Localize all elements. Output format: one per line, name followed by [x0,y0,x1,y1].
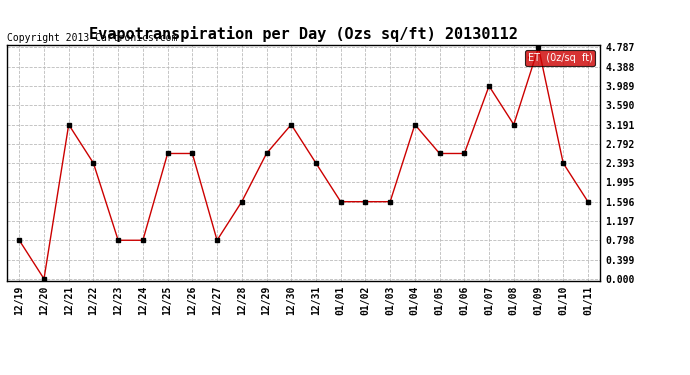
Legend: ET  (0z/sq  ft): ET (0z/sq ft) [524,50,595,66]
Text: Copyright 2013 Cartronics.com: Copyright 2013 Cartronics.com [7,33,177,43]
Title: Evapotranspiration per Day (Ozs sq/ft) 20130112: Evapotranspiration per Day (Ozs sq/ft) 2… [89,27,518,42]
